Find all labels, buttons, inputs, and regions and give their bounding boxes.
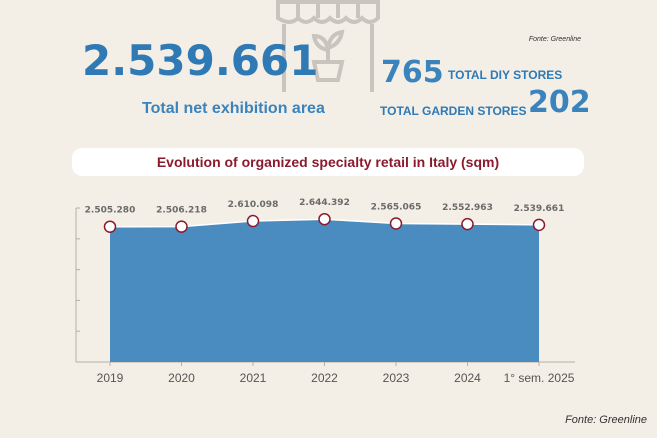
x-tick-label: 2024 (454, 371, 481, 385)
data-label: 2.644.392 (299, 198, 350, 208)
data-point (175, 220, 188, 233)
data-label: 2.610.098 (228, 200, 279, 210)
source-note-top: Fonte: Greenline (528, 36, 581, 43)
x-tick-label: 2023 (383, 371, 410, 385)
x-tick-label: 2022 (311, 371, 338, 385)
total-area-label: Total net exhibition area (142, 100, 325, 117)
data-point (246, 214, 260, 228)
shop-icon (276, 0, 380, 92)
total-area-value: 2.539.661 (82, 36, 319, 85)
data-label: 2.539.661 (514, 204, 565, 214)
data-point (461, 217, 474, 231)
source-note-bottom: Fonte: Greenline (565, 414, 647, 426)
data-point (103, 220, 117, 233)
diy-stores-count: 765 (381, 55, 444, 90)
area-series (110, 219, 539, 362)
data-label: 2.506.218 (156, 206, 207, 216)
x-tick-label: 2020 (168, 371, 195, 385)
x-tick-label: 2019 (97, 371, 124, 385)
data-point (389, 217, 403, 230)
diy-stores-label: TOTAL DIY STORES (448, 68, 563, 82)
chart-title-box: Evolution of organized specialty retail … (72, 148, 584, 176)
x-tick-label: 2021 (240, 371, 267, 385)
chart-title: Evolution of organized specialty retail … (156, 154, 500, 170)
data-point (318, 212, 331, 226)
garden-stores-count: 202 (528, 85, 591, 120)
x-tick-label: 1° sem. 2025 (504, 371, 575, 385)
data-label: 2.552.963 (442, 203, 493, 213)
data-label: 2.505.280 (85, 206, 136, 216)
data-label: 2.565.065 (371, 202, 422, 212)
garden-stores-label: TOTAL GARDEN STORES (380, 104, 527, 118)
data-point (532, 218, 546, 232)
